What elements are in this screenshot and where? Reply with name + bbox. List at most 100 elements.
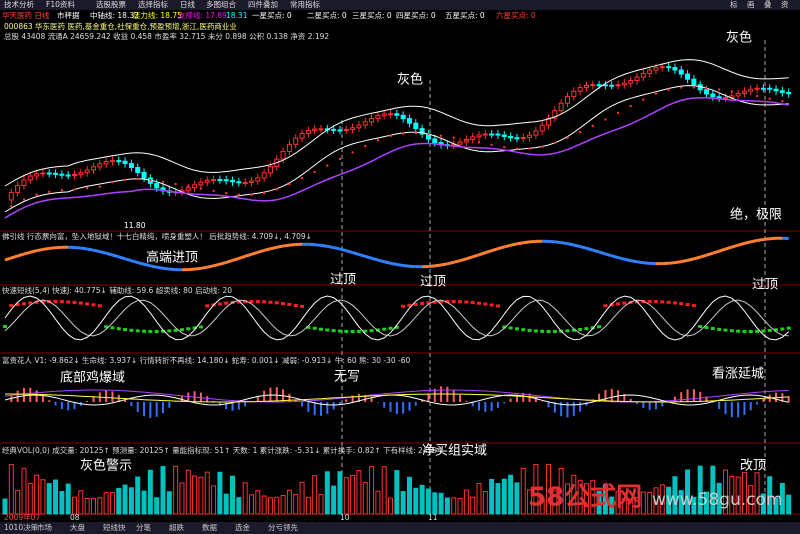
toolbar-item[interactable]: 叠	[764, 0, 772, 9]
osc-bar	[774, 328, 779, 332]
header-item: 二星买点: 0	[307, 11, 347, 20]
vol-bar	[97, 497, 103, 515]
trend-seg	[118, 255, 126, 261]
trend-seg	[225, 259, 233, 264]
trend-seg	[112, 253, 120, 259]
trend-seg	[586, 246, 594, 252]
vol-bar	[406, 476, 412, 515]
vol-bar	[394, 470, 400, 515]
candle	[280, 151, 286, 160]
dot	[452, 136, 455, 139]
toolbar-item[interactable]: 选股股票	[96, 0, 126, 9]
dot	[288, 183, 291, 186]
trend-seg	[604, 252, 613, 258]
trend-seg	[162, 266, 170, 271]
candle	[362, 121, 368, 126]
dot	[465, 138, 468, 142]
osc-bar	[786, 326, 791, 330]
tab[interactable]: 超跌	[169, 522, 184, 532]
trend-seg	[371, 256, 379, 262]
dot	[212, 189, 215, 193]
tabs-bg	[0, 522, 800, 534]
candle	[299, 132, 305, 139]
tab[interactable]: 选金	[235, 522, 250, 532]
trend-seg	[554, 240, 562, 245]
candle	[590, 84, 596, 87]
tab[interactable]: 数据	[202, 522, 217, 532]
osc-bar	[21, 302, 26, 306]
vol-bar	[583, 483, 589, 515]
plot-line	[4, 59, 789, 187]
toolbar-item[interactable]: 画	[747, 0, 755, 9]
dot	[313, 170, 316, 174]
candle	[204, 179, 210, 183]
trend-seg	[105, 251, 113, 257]
toolbar-item[interactable]: 技术分析	[4, 0, 34, 9]
vol-bar	[204, 471, 210, 515]
osc-bar	[407, 303, 412, 307]
vol-bar	[400, 491, 406, 515]
vol-bar	[90, 497, 96, 515]
candle	[432, 138, 438, 144]
tab[interactable]: 分笔	[136, 522, 151, 532]
trend-seg	[428, 264, 435, 268]
date-label: 11	[428, 513, 438, 522]
annotation: 过顶	[752, 278, 778, 293]
tab[interactable]: 1010决策	[4, 522, 39, 532]
plot-line	[4, 295, 790, 341]
osc-bar	[173, 328, 178, 332]
trend-seg	[150, 264, 157, 269]
vol-bar	[293, 493, 299, 515]
osc-bar	[723, 328, 728, 332]
toolbar-item[interactable]: 资	[781, 0, 789, 9]
tab[interactable]: 短线快	[103, 522, 126, 532]
toolbar-item[interactable]: 多图组合	[206, 0, 236, 9]
date-label: 10	[340, 513, 350, 522]
osc-bar	[186, 327, 191, 331]
tab[interactable]: 大盘	[70, 522, 85, 532]
osc-bar	[40, 300, 45, 304]
osc-bar	[666, 300, 671, 304]
dot	[98, 185, 102, 188]
candle	[375, 115, 381, 119]
candle	[84, 169, 90, 174]
osc-bar	[571, 328, 576, 332]
trend-seg	[29, 249, 37, 254]
osc-bar	[685, 303, 690, 307]
osc-bar	[15, 303, 20, 307]
toolbar-item[interactable]: 常用指标	[290, 0, 320, 9]
toolbar-item[interactable]: F10资料	[46, 0, 75, 9]
osc-bar	[135, 329, 140, 333]
osc-bar	[9, 304, 14, 308]
toolbar-item[interactable]: 标	[730, 0, 738, 9]
candle	[482, 133, 488, 136]
candle	[293, 137, 299, 145]
osc-bar	[495, 304, 500, 308]
trend-seg	[744, 240, 752, 245]
osc-bar	[325, 328, 330, 332]
toolbar-item[interactable]: 日线	[180, 0, 195, 9]
dot	[174, 182, 177, 186]
candle	[223, 179, 229, 182]
trend-seg	[756, 237, 764, 242]
trend-seg	[358, 252, 366, 258]
osc-bar	[312, 326, 317, 330]
toolbar-item[interactable]: 选择指标	[138, 0, 168, 9]
vol-bar	[242, 482, 248, 515]
candle	[546, 117, 552, 126]
trend-seg	[345, 249, 354, 254]
trend-seg	[289, 243, 296, 247]
panel-header: 经典VOL(0,0) 成交量: 20125↑ 预测量: 20125↑ 量能指标现…	[2, 445, 443, 455]
trend-seg	[213, 262, 221, 268]
vol-bar	[748, 485, 754, 515]
osc-bar	[477, 301, 481, 305]
vol-bar	[470, 496, 476, 515]
osc-bar	[344, 329, 349, 333]
tab[interactable]: 分亏领先	[268, 522, 298, 532]
trend-seg	[737, 241, 745, 247]
candle	[577, 87, 583, 92]
vol-bar	[173, 465, 179, 515]
tab[interactable]: 市场	[37, 522, 52, 532]
annotation: 灰色	[397, 72, 423, 88]
toolbar-item[interactable]: 四件叠加	[248, 0, 278, 9]
